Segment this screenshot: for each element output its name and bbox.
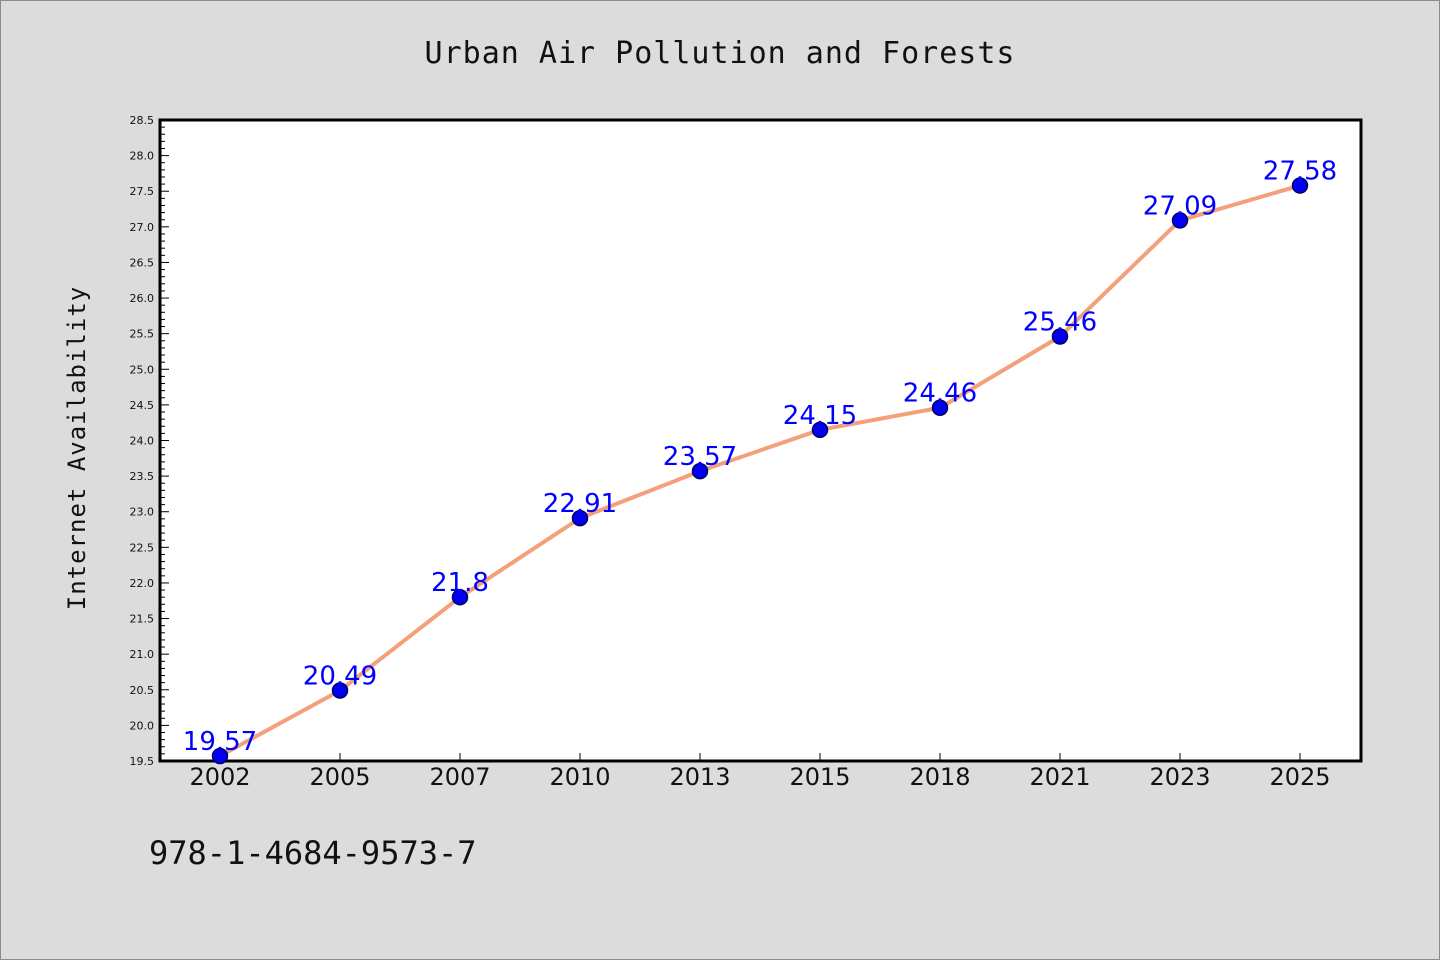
- y-tick-label: 25.5: [130, 328, 155, 341]
- data-label: 25.46: [1023, 308, 1097, 338]
- x-tick-label: 2010: [549, 763, 610, 791]
- data-label: 19.57: [183, 727, 257, 757]
- data-point-marker: [331, 682, 349, 699]
- x-tick-label: 2013: [669, 763, 730, 791]
- data-point-marker: [211, 747, 229, 765]
- y-tick-label: 26.0: [130, 292, 155, 305]
- data-label: 24.46: [903, 379, 977, 409]
- y-tick-label: 19.5: [130, 755, 155, 768]
- data-point-marker: [1171, 212, 1189, 229]
- y-tick-label: 22.5: [130, 541, 155, 554]
- x-tick-label: 2015: [789, 763, 850, 791]
- y-tick-label: 28.5: [130, 114, 155, 127]
- x-tick-label: 2002: [189, 763, 250, 791]
- x-tick-label: 2005: [309, 763, 370, 791]
- isbn-footer: 978-1-4684-9573-7: [149, 834, 477, 872]
- y-tick-label: 22.0: [130, 577, 155, 590]
- data-point-marker: [691, 462, 709, 480]
- y-tick-label: 21.5: [130, 613, 155, 626]
- y-tick-label: 24.0: [130, 435, 155, 448]
- y-axis-ticks: 19.5 20.0 20.5 21.0 21.5 22.0 22.5 23.0 23.5 24.0…: [130, 114, 169, 768]
- y-tick-label: 23.5: [130, 470, 155, 483]
- series-line: [218, 183, 1302, 759]
- x-tick-label: 2007: [429, 763, 490, 791]
- x-tick-label: 2025: [1269, 763, 1330, 791]
- y-tick-label: 21.0: [130, 648, 155, 661]
- chart-title: Urban Air Pollution and Forests: [425, 36, 1016, 71]
- data-point-marker: [1051, 328, 1069, 345]
- data-point-marker: [451, 588, 469, 606]
- data-point-marker: [1291, 177, 1309, 194]
- y-tick-label: 23.0: [130, 506, 155, 519]
- y-tick-label: 26.5: [130, 256, 155, 269]
- data-markers: [211, 177, 1309, 765]
- y-tick-label: 25.0: [130, 363, 155, 376]
- x-tick-label: 2018: [909, 763, 970, 791]
- data-point-marker: [811, 421, 829, 439]
- plot-area: [158, 118, 1363, 763]
- x-axis-ticks: 2002 2005 2007 2010 2013 2015 2018 2021 2023 2025: [189, 753, 1331, 791]
- x-tick-label: 2021: [1029, 763, 1090, 791]
- y-tick-label: 27.0: [130, 221, 155, 234]
- data-point-marker: [931, 399, 949, 416]
- data-label: 20.49: [303, 661, 377, 691]
- data-label: 27.58: [1263, 157, 1337, 187]
- data-point-marker: [571, 509, 589, 527]
- data-label: 21.8: [431, 568, 489, 598]
- y-tick-label: 20.0: [130, 719, 155, 732]
- y-tick-label: 28.0: [130, 150, 155, 163]
- x-tick-label: 2023: [1149, 763, 1210, 791]
- y-tick-label: 20.5: [130, 684, 155, 697]
- data-label: 23.57: [663, 442, 737, 472]
- y-axis-label: Internet Availability: [63, 286, 91, 610]
- data-label: 22.91: [543, 489, 617, 519]
- data-label: 24.15: [783, 401, 857, 431]
- data-labels: 19.57 20.49 21.8 22.91 23.57 24.15 24.46 25.46 2…: [183, 157, 1337, 757]
- y-tick-label: 24.5: [130, 399, 155, 412]
- data-label: 27.09: [1143, 191, 1217, 221]
- y-tick-label: 27.5: [130, 185, 155, 198]
